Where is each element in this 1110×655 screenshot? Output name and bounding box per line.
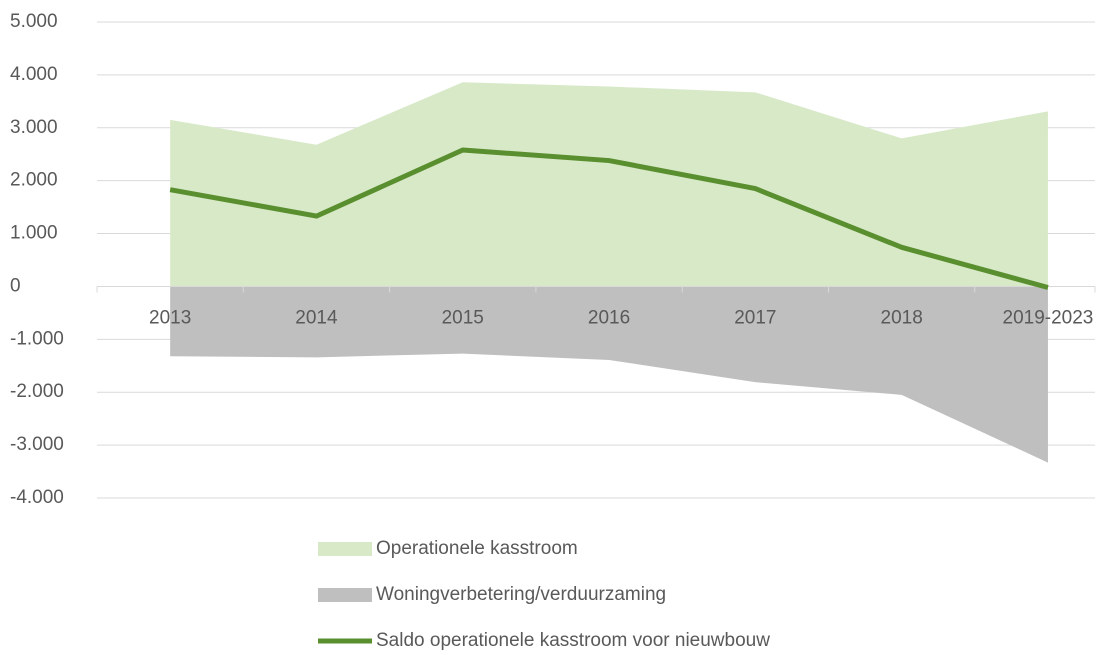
x-tick-label: 2018 bbox=[881, 307, 923, 328]
y-tick-label: -3.000 bbox=[10, 434, 64, 455]
y-tick-label: 3.000 bbox=[10, 117, 58, 138]
y-tick-label: -1.000 bbox=[10, 328, 64, 349]
y-tick-label: -2.000 bbox=[10, 381, 64, 402]
y-tick-label: -4.000 bbox=[10, 487, 64, 508]
legend-swatch bbox=[318, 588, 372, 602]
area bbox=[170, 286, 1048, 463]
legend-label: Woningverbetering/verduurzaming bbox=[376, 584, 666, 605]
legend-label: Saldo operationele kasstroom voor nieuwb… bbox=[376, 630, 770, 650]
x-tick-label: 2013 bbox=[149, 307, 191, 328]
y-tick-label: 4.000 bbox=[10, 64, 58, 85]
x-tick-label: 2015 bbox=[442, 307, 484, 328]
x-tick-label: 2016 bbox=[588, 307, 630, 328]
y-tick-label: 5.000 bbox=[10, 11, 58, 32]
x-tick-label: 2019-2023 bbox=[1003, 307, 1094, 328]
y-tick-label: 2.000 bbox=[10, 170, 58, 191]
area bbox=[170, 82, 1048, 287]
y-tick-label: 0 bbox=[10, 275, 21, 296]
x-tick-label: 2017 bbox=[734, 307, 776, 328]
legend-label: Operationele kasstroom bbox=[376, 538, 578, 559]
legend-swatch bbox=[318, 542, 372, 556]
line bbox=[169, 147, 1049, 290]
x-tick-label: 2014 bbox=[295, 307, 338, 328]
y-tick-label: 1.000 bbox=[10, 223, 58, 244]
